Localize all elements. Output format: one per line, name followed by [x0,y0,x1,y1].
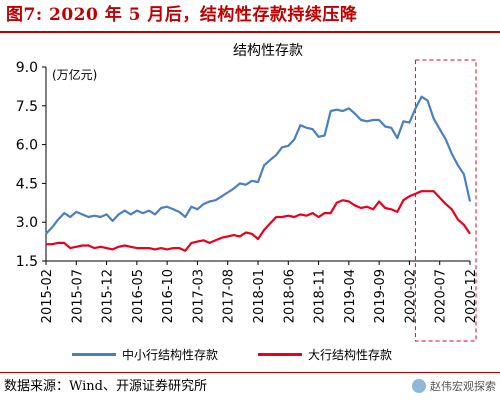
x-tick-label: 2020-12 [464,269,479,323]
x-tick-label: 2018-06 [282,269,297,323]
y-tick-label: 7.5 [16,99,38,115]
y-tick-label: 1.5 [16,254,38,270]
x-tick-label: 2020-02 [403,269,418,323]
line-chart: 结构性存款 (万亿元) 1.5 3.0 4.5 6.0 7.5 9.0 2015-02 201… [16,43,479,342]
legend-label: 中小行结构性存款 [122,347,219,362]
x-tick-label: 2015-12 [101,269,116,323]
legend-swatch-red [258,352,302,356]
x-tick-label: 2018-01 [252,269,267,323]
legend: 中小行结构性存款 大行结构性存款 [0,343,500,365]
watermark: 赵伟宏观探索 [412,374,496,398]
title-rule [0,31,500,33]
x-tick-label: 2017-03 [191,269,206,323]
highlight-box [414,59,477,342]
legend-item-small-banks: 中小行结构性存款 [72,343,218,365]
watermark-text: 赵伟宏观探索 [430,380,496,393]
wechat-logo-icon [412,379,426,393]
y-tick-label: 3.0 [16,215,38,231]
x-tick-label: 2019-04 [343,269,358,323]
x-tick-label: 2019-09 [373,269,388,323]
y-tick-label: 9.0 [16,60,38,76]
data-source-note: 数据来源：Wind、开源证券研究所 [0,372,500,401]
x-tick-label: 2020-07 [434,269,449,323]
x-tick-label: 2016-10 [161,269,176,323]
series-line-small-banks [45,95,472,235]
series-line-large-banks [46,190,471,252]
plot-area: 1.5 3.0 4.5 6.0 7.5 9.0 2015-02 2015-07 2015-12 2… [16,59,479,342]
legend-label: 大行结构性存款 [308,347,393,362]
figure-title: 图7: 2020 年 5 月后，结构性存款持续压降 [6,5,358,25]
y-tick-label: 4.5 [16,176,38,192]
chart-title: 结构性存款 [233,43,303,59]
x-tick-label: 2015-07 [70,269,85,323]
y-tick-label: 6.0 [16,138,38,154]
x-tick-label: 2018-11 [313,269,328,323]
x-tick-label: 2015-02 [40,269,55,323]
legend-swatch-blue [72,352,116,356]
x-tick-label: 2017-08 [222,269,237,323]
y-axis-unit-label: (万亿元) [52,67,97,82]
x-tick-label: 2016-05 [131,269,146,323]
legend-item-large-banks: 大行结构性存款 [258,343,392,365]
